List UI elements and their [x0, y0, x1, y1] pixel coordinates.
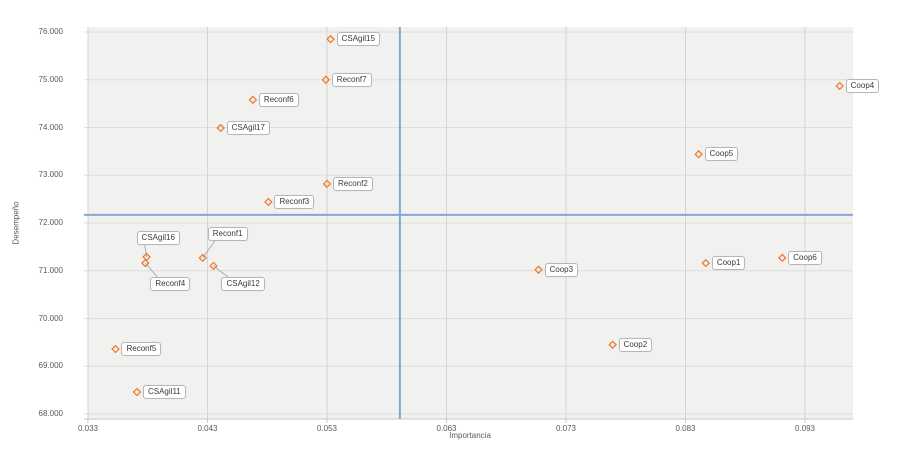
leader-line: [202, 239, 217, 259]
data-point-marker-CSAgil15: [326, 34, 335, 44]
data-point-marker-CSAgil17: [216, 123, 225, 133]
leader-line: [145, 262, 159, 279]
data-point-marker-Reconf3: [264, 197, 273, 207]
data-point-marker-Reconf6: [248, 95, 258, 105]
data-point-marker-CSAgil12: [209, 261, 218, 271]
data-point-marker-CSAgil11: [132, 387, 142, 397]
leader-line: [213, 265, 230, 279]
data-point-marker-Coop3: [534, 265, 543, 275]
data-point-marker-Coop5: [694, 149, 703, 159]
data-point-marker-Reconf4: [141, 258, 150, 268]
data-point-marker-Reconf1: [198, 253, 208, 263]
data-point-marker-Reconf5: [111, 344, 120, 354]
data-point-marker-Coop4: [835, 81, 844, 91]
data-point-marker-Coop2: [608, 340, 617, 350]
data-point-marker-Coop1: [701, 258, 711, 268]
data-point-marker-Reconf7: [321, 75, 331, 85]
data-point-marker-Coop6: [777, 253, 787, 263]
data-point-marker-Reconf2: [322, 179, 332, 189]
